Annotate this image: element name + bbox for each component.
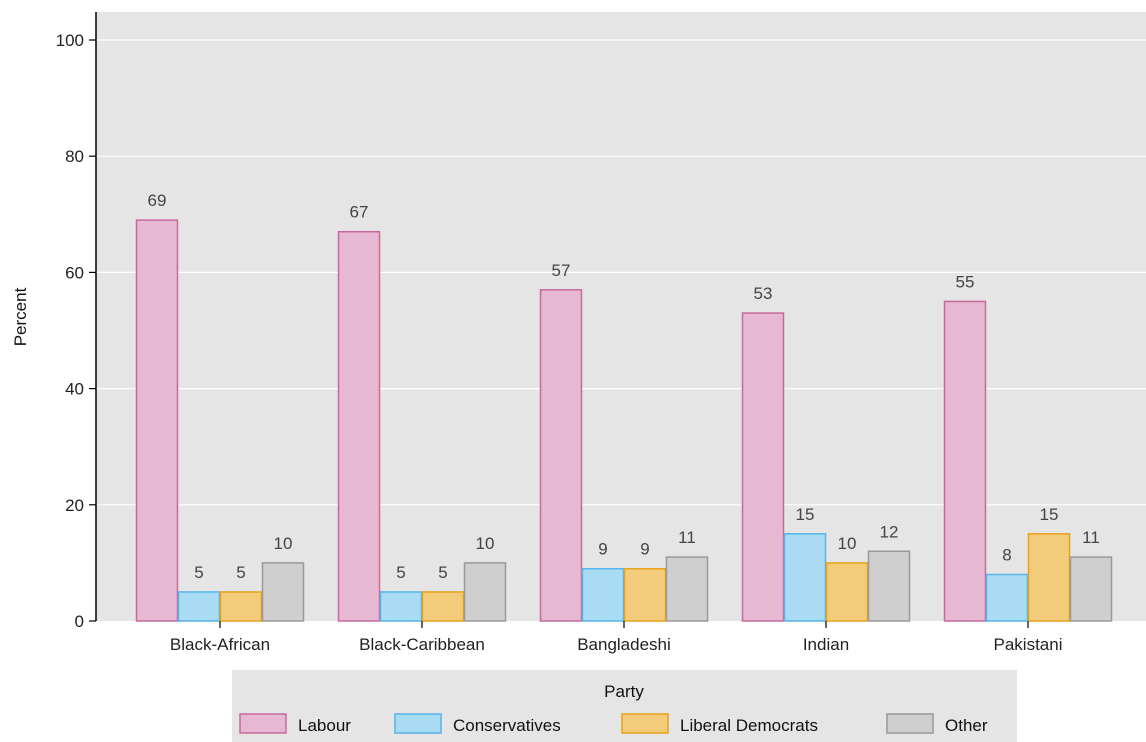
legend-label: Conservatives xyxy=(453,716,561,735)
data-label: 67 xyxy=(350,203,369,222)
y-axis-title: Percent xyxy=(11,287,30,346)
bar xyxy=(219,591,263,622)
bar-group: 67 5 5 10 xyxy=(337,203,507,622)
y-tick-label: 40 xyxy=(65,380,84,399)
data-label: 5 xyxy=(438,563,447,582)
bar xyxy=(261,562,305,622)
bar-group: 57 9 9 11 xyxy=(539,261,709,622)
bar xyxy=(539,289,583,622)
legend-items: Labour Conservatives Liberal Democrats Othe… xyxy=(239,713,988,735)
legend-item: Liberal Democrats xyxy=(621,713,818,735)
x-tick-label: Black-Caribbean xyxy=(359,635,485,654)
bar xyxy=(135,219,179,622)
x-tick-label: Bangladeshi xyxy=(577,635,671,654)
legend-item: Labour xyxy=(239,713,351,735)
bar xyxy=(623,567,667,622)
x-axis: Black-African Black-Caribbean Bangladeshi I… xyxy=(170,621,1063,654)
data-label: 8 xyxy=(1002,546,1011,565)
data-label: 57 xyxy=(552,261,571,280)
data-label: 9 xyxy=(598,540,607,559)
data-label: 10 xyxy=(838,534,857,553)
data-label: 69 xyxy=(148,191,167,210)
y-axis: 0 20 40 60 80 100 xyxy=(56,31,96,631)
legend-title: Party xyxy=(604,682,644,701)
data-label: 55 xyxy=(956,272,975,291)
bar xyxy=(463,562,507,622)
legend-label: Other xyxy=(945,716,988,735)
data-label: 9 xyxy=(640,540,649,559)
bar xyxy=(867,550,911,622)
bar xyxy=(1027,533,1071,622)
y-tick-label: 80 xyxy=(65,147,84,166)
bar-group: 53 15 10 12 xyxy=(741,284,911,622)
legend-label: Liberal Democrats xyxy=(680,716,818,735)
legend: Party Labour Conservatives Liberal Democra… xyxy=(232,670,1017,742)
x-tick-label: Black-African xyxy=(170,635,270,654)
bar-group: 55 8 15 11 xyxy=(943,272,1113,622)
data-label: 5 xyxy=(236,563,245,582)
x-tick-label: Pakistani xyxy=(994,635,1063,654)
data-label: 10 xyxy=(274,534,293,553)
data-label: 12 xyxy=(880,522,899,541)
legend-swatch xyxy=(239,713,287,734)
legend-item: Other xyxy=(886,713,988,735)
y-tick-label: 0 xyxy=(75,612,84,631)
data-label: 15 xyxy=(1040,505,1059,524)
bar xyxy=(1069,556,1113,622)
legend-swatch xyxy=(621,713,669,734)
legend-swatch xyxy=(886,713,934,734)
bar xyxy=(337,230,381,622)
legend-label: Labour xyxy=(298,716,351,735)
bar xyxy=(665,556,709,622)
bar xyxy=(741,312,785,622)
bar xyxy=(783,533,827,622)
bar xyxy=(177,591,221,622)
data-label: 10 xyxy=(476,534,495,553)
legend-swatch xyxy=(394,713,442,734)
legend-item: Conservatives xyxy=(394,713,561,735)
data-label: 11 xyxy=(1082,528,1100,547)
bar xyxy=(379,591,423,622)
y-tick-label: 20 xyxy=(65,496,84,515)
bar xyxy=(421,591,465,622)
bar xyxy=(943,300,987,622)
data-label: 5 xyxy=(194,563,203,582)
bar xyxy=(985,573,1029,622)
bar xyxy=(581,567,625,622)
bar-group: 69 5 5 10 xyxy=(135,191,305,622)
data-label: 5 xyxy=(396,563,405,582)
bar xyxy=(825,562,869,622)
y-tick-label: 60 xyxy=(65,263,84,282)
plot-panel xyxy=(96,12,1146,621)
data-label: 11 xyxy=(678,528,696,547)
y-tick-label: 100 xyxy=(56,31,84,50)
x-tick-label: Indian xyxy=(803,635,849,654)
data-label: 53 xyxy=(754,284,773,303)
data-label: 15 xyxy=(796,505,815,524)
